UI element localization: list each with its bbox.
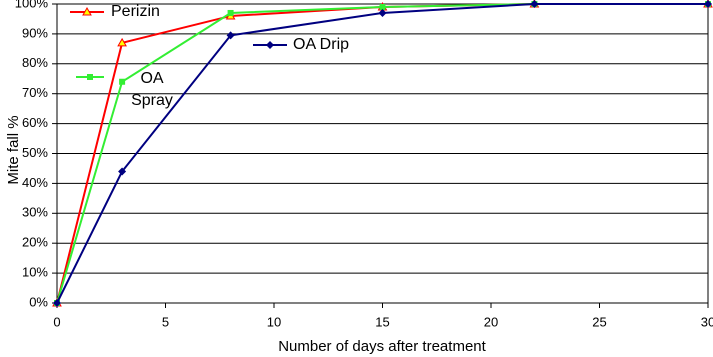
y-tick-label: 20% [22, 235, 48, 250]
marker [87, 74, 93, 80]
y-tick-label: 80% [22, 55, 48, 70]
y-axis-title: Mite fall % [5, 115, 22, 184]
y-tick-label: 40% [22, 175, 48, 190]
x-tick-label: 10 [267, 314, 281, 329]
marker [117, 37, 127, 47]
legend-label: Perizin [111, 3, 160, 20]
marker [53, 299, 61, 307]
y-tick-label: 90% [22, 25, 48, 40]
x-axis-title: Number of days after treatment [278, 338, 486, 355]
marker [227, 9, 234, 16]
x-tick-label: 0 [53, 314, 60, 329]
y-tick-label: 100% [15, 0, 49, 10]
x-tick-label: 20 [484, 314, 498, 329]
marker [530, 0, 539, 8]
x-tick-label: 15 [375, 314, 389, 329]
legend-label: OA Drip [293, 36, 350, 53]
marker [379, 3, 386, 10]
x-tick-label: 25 [592, 314, 606, 329]
marker [119, 78, 126, 85]
x-tick-label: 30 [701, 314, 713, 329]
y-tick-label: 0% [29, 294, 48, 309]
marker [82, 6, 92, 16]
marker [226, 31, 235, 40]
x-tick-label: 5 [162, 314, 169, 329]
y-tick-label: 30% [22, 205, 48, 220]
y-tick-label: 50% [22, 145, 48, 160]
y-tick-label: 70% [22, 85, 48, 100]
legend-label: OA Spray [131, 70, 173, 109]
y-tick-label: 60% [22, 115, 48, 130]
series-line [56, 3, 708, 304]
marker [378, 8, 387, 17]
y-tick-label: 10% [22, 265, 48, 280]
marker [266, 41, 274, 49]
marker [704, 0, 712, 8]
marker [118, 167, 127, 176]
